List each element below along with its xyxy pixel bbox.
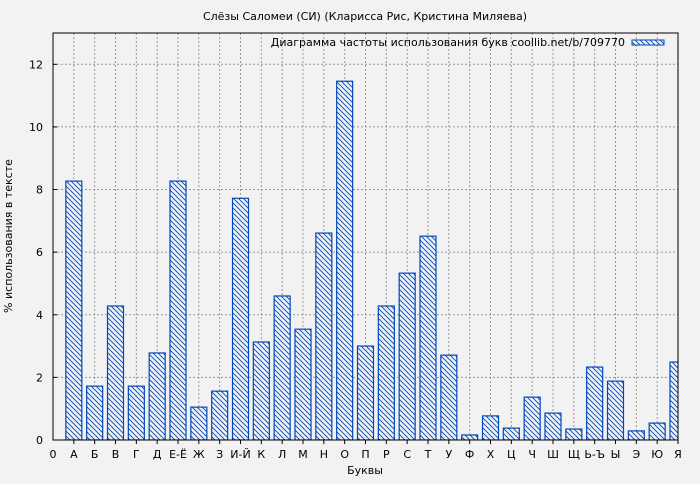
x-tick-label: У bbox=[445, 448, 452, 461]
x-tick-label: Е-Ё bbox=[169, 448, 187, 461]
bar-Я bbox=[669, 361, 678, 440]
y-axis-label: % использования в тексте bbox=[2, 159, 15, 313]
bar-А bbox=[65, 180, 83, 440]
bar-М bbox=[294, 328, 312, 440]
bar-Ш bbox=[544, 412, 562, 440]
x-tick-label: Л bbox=[278, 448, 286, 461]
x-tick-label: Э bbox=[632, 448, 640, 461]
y-tick-label: 6 bbox=[36, 246, 43, 259]
x-tick-label: Н bbox=[320, 448, 328, 461]
x-tick-label: О bbox=[340, 448, 349, 461]
x-tick-label: Р bbox=[383, 448, 390, 461]
legend-swatch bbox=[631, 39, 665, 46]
x-tick-label: Ч bbox=[528, 448, 536, 461]
x-tick-label: Т bbox=[424, 448, 432, 461]
x-tick-label: З bbox=[216, 448, 223, 461]
y-tick-label: 8 bbox=[36, 184, 43, 197]
x-axis-label: Буквы bbox=[347, 464, 383, 477]
x-tick-label: Ф bbox=[465, 448, 474, 461]
bar-Х bbox=[481, 415, 500, 440]
bar-Ф bbox=[461, 434, 479, 440]
x-tick-label: Ц bbox=[507, 448, 516, 461]
x-tick-label: Ш bbox=[547, 448, 559, 461]
x-tick-label: Б bbox=[91, 448, 99, 461]
bar-Р bbox=[377, 305, 395, 440]
bar-Ю bbox=[648, 422, 666, 440]
bar-Ж bbox=[190, 406, 208, 440]
y-tick-label: 0 bbox=[36, 434, 43, 447]
x-tick-label: Ж bbox=[193, 448, 205, 461]
bar-Ы bbox=[606, 380, 625, 440]
bar-У bbox=[440, 354, 458, 440]
bar-З bbox=[211, 390, 229, 440]
bar-Б bbox=[86, 385, 104, 440]
x-tick-label: И-Й bbox=[230, 448, 250, 461]
x-tick-label: В bbox=[112, 448, 120, 461]
bar-Ч bbox=[523, 396, 541, 440]
x-tick-label: 0 bbox=[50, 448, 57, 461]
x-tick-label: М bbox=[298, 448, 308, 461]
bar-О bbox=[336, 80, 354, 440]
legend: Диаграмма частоты использования букв coo… bbox=[271, 36, 665, 49]
x-tick-label: Ю bbox=[651, 448, 663, 461]
bar-Ь-Ъ bbox=[586, 366, 604, 440]
bar-С bbox=[398, 272, 416, 440]
bar-И-Й bbox=[231, 197, 250, 440]
chart-title: Слёзы Саломеи (СИ) (Кларисса Рис, Кристи… bbox=[203, 10, 527, 23]
y-tick-label: 4 bbox=[36, 309, 43, 322]
bar-Ц bbox=[502, 427, 520, 440]
bars bbox=[65, 80, 678, 440]
y-tick-label: 12 bbox=[29, 58, 43, 71]
x-tick-label: Ь-Ъ bbox=[584, 448, 605, 461]
x-tick-label: Ы bbox=[611, 448, 621, 461]
bar-Г bbox=[127, 385, 145, 440]
legend-label: Диаграмма частоты использования букв coo… bbox=[271, 36, 625, 49]
x-tick-label: Я bbox=[674, 448, 682, 461]
x-tick-label: К bbox=[257, 448, 265, 461]
bar-Л bbox=[273, 295, 291, 440]
bar-Э bbox=[627, 430, 645, 440]
x-tick-label: Г bbox=[133, 448, 140, 461]
grid bbox=[53, 33, 679, 440]
bar-П bbox=[356, 345, 375, 440]
y-tick-label: 10 bbox=[29, 121, 43, 134]
bar-К bbox=[252, 341, 270, 440]
bar-Н bbox=[315, 232, 333, 440]
bar-Щ bbox=[565, 428, 583, 440]
bar-В bbox=[106, 305, 125, 440]
x-tick-label: А bbox=[70, 448, 78, 461]
x-tick-label: Х bbox=[487, 448, 495, 461]
bar-Е-Ё bbox=[169, 180, 187, 440]
x-tick-label: Д bbox=[153, 448, 162, 461]
x-tick-label: Щ bbox=[568, 448, 580, 461]
y-tick-label: 2 bbox=[36, 371, 43, 384]
x-tick-label: С bbox=[403, 448, 411, 461]
bar-Т bbox=[419, 235, 437, 440]
x-tick-label: П bbox=[361, 448, 369, 461]
bar-Д bbox=[148, 352, 166, 440]
